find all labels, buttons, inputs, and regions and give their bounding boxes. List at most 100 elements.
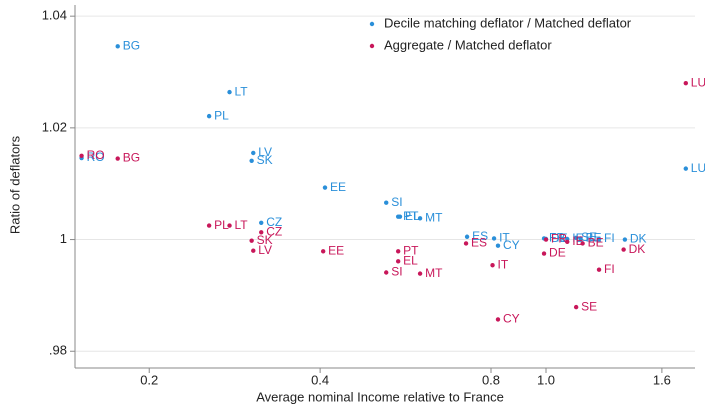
point-label: PL: [214, 108, 229, 122]
point: [565, 239, 570, 244]
y-axis-label: Ratio of deflators: [7, 135, 22, 234]
x-tick-label: 0.8: [482, 372, 500, 387]
y-tick-label: .98: [49, 343, 67, 358]
legend-label: Decile matching deflator / Matched defla…: [384, 15, 632, 30]
point-label: EE: [330, 180, 346, 194]
point: [621, 247, 626, 252]
point-label: FR: [551, 232, 567, 246]
point-label: CZ: [266, 215, 282, 229]
point: [227, 89, 232, 95]
x-tick-label: 0.4: [311, 372, 329, 387]
point: [251, 150, 256, 156]
point: [227, 223, 232, 228]
point: [395, 249, 401, 254]
point: [578, 236, 583, 241]
x-tick-label: 1.6: [653, 372, 671, 387]
point-label: RO: [87, 148, 105, 162]
point: [417, 216, 423, 221]
point: [683, 80, 689, 86]
point-label: PT: [403, 243, 419, 257]
point-label: LV: [258, 145, 272, 159]
point-label: SI: [391, 195, 402, 209]
point-label: RO: [87, 150, 105, 164]
x-tick-label: 0.2: [140, 372, 158, 387]
point-label: ES: [471, 236, 487, 250]
point-label: SK: [257, 153, 273, 167]
point-label: FI: [604, 231, 615, 245]
point-label: BE: [588, 236, 604, 250]
point: [417, 271, 423, 276]
point-label: SK: [257, 233, 273, 247]
point: [464, 234, 470, 239]
point-label: MT: [425, 211, 443, 225]
point-label: PT: [403, 209, 419, 223]
point: [79, 153, 84, 158]
point: [115, 44, 120, 49]
point-label: BG: [123, 38, 140, 52]
point-label: SI: [391, 265, 402, 279]
point-label: FR: [549, 231, 565, 245]
point-label: EL: [403, 254, 418, 268]
point-label: CZ: [266, 224, 282, 238]
point-label: BE: [585, 231, 601, 245]
point-label: BG: [123, 151, 140, 165]
point-label: EE: [328, 243, 344, 257]
point-label: DE: [549, 246, 566, 260]
legend-marker: [369, 43, 375, 49]
point: [322, 185, 328, 190]
point-label: MT: [425, 266, 443, 280]
legend-label: Aggregate / Matched deflator: [384, 37, 552, 52]
point: [495, 317, 501, 322]
y-tick-label: 1.02: [42, 119, 67, 134]
point-label: LV: [258, 243, 272, 257]
point: [580, 241, 585, 246]
legend-marker: [369, 21, 375, 27]
point: [573, 235, 579, 241]
point: [259, 230, 264, 235]
point-label: ES: [472, 229, 488, 243]
point: [622, 237, 628, 242]
point: [251, 248, 256, 253]
point: [206, 223, 212, 228]
point: [490, 263, 495, 268]
point: [491, 236, 497, 241]
point-label: LT: [235, 84, 249, 98]
point-label: FI: [604, 262, 615, 276]
point-label: DK: [629, 242, 646, 256]
point-label: LT: [235, 218, 249, 232]
point: [397, 214, 403, 219]
point: [543, 237, 549, 242]
point-label: SE: [581, 230, 597, 244]
point: [384, 200, 389, 205]
point-label: LU: [691, 161, 705, 175]
point: [683, 166, 689, 171]
point: [206, 113, 212, 119]
point: [115, 156, 120, 161]
point: [384, 270, 389, 275]
point-label: LU: [691, 75, 705, 89]
point-label: IT: [498, 257, 509, 271]
point-label: IE: [572, 234, 583, 248]
point-label: DE: [551, 231, 568, 245]
point: [573, 304, 579, 310]
point: [259, 220, 264, 225]
point: [541, 251, 547, 256]
point: [249, 158, 254, 164]
y-tick-label: 1.04: [42, 8, 67, 23]
point-label: CY: [503, 312, 520, 326]
point-label: EL: [405, 209, 420, 223]
point: [495, 243, 501, 248]
point: [395, 259, 401, 264]
point-label: PL: [214, 218, 229, 232]
point: [249, 238, 254, 243]
point-label: SE: [581, 299, 597, 313]
point-label: DK: [630, 232, 647, 246]
y-tick-label: 1: [60, 231, 67, 246]
point: [320, 249, 326, 254]
point: [596, 267, 602, 272]
point: [596, 236, 602, 242]
x-axis-label: Average nominal Income relative to Franc…: [256, 389, 504, 404]
x-tick-label: 1.0: [537, 372, 555, 387]
point: [463, 241, 469, 246]
